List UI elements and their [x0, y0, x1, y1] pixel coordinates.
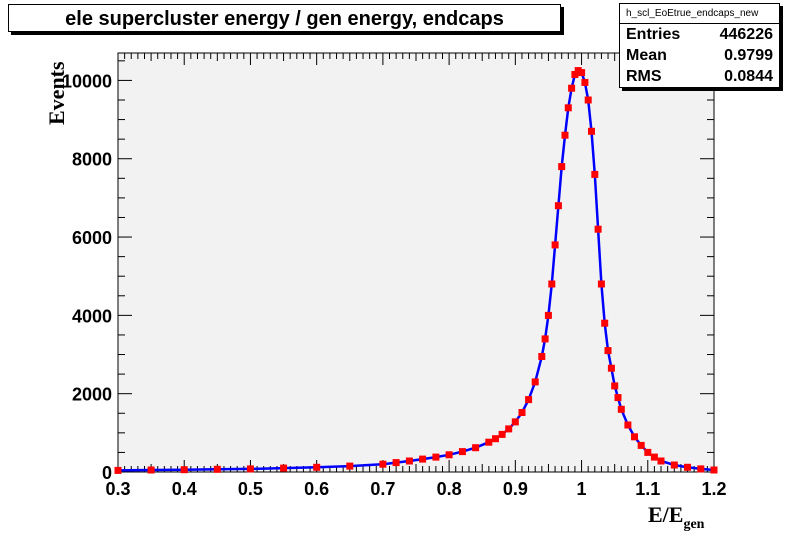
data-point-marker	[541, 335, 549, 343]
data-point-marker	[505, 425, 513, 433]
data-point-marker	[558, 163, 566, 171]
data-point-marker	[650, 453, 658, 461]
data-point-marker	[458, 448, 466, 456]
stats-mean-label: Mean	[626, 47, 667, 64]
stats-rms-label: RMS	[626, 68, 662, 85]
data-point-marker	[405, 457, 413, 465]
stats-entries-value: 446226	[719, 26, 773, 43]
data-point-marker	[710, 466, 718, 474]
data-point-marker	[538, 353, 546, 360]
data-point-marker	[392, 459, 400, 467]
data-point-marker	[617, 405, 625, 413]
stats-mean-value: 0.9799	[724, 47, 773, 64]
data-point-marker	[551, 241, 559, 249]
data-point-marker	[684, 463, 691, 471]
data-point-marker	[180, 466, 188, 474]
data-point-marker	[581, 78, 589, 86]
data-point-marker	[531, 378, 539, 386]
data-point-marker	[548, 280, 556, 288]
stats-rms-value: 0.0844	[724, 68, 773, 85]
data-point-marker	[445, 451, 453, 459]
data-point-marker	[313, 463, 321, 471]
y-tick-label: 2000	[72, 385, 112, 405]
data-point-marker	[419, 455, 427, 463]
data-point-marker	[568, 84, 576, 92]
x-tick-label: 0.6	[304, 479, 329, 499]
data-point-marker	[525, 396, 533, 404]
data-point-marker	[564, 104, 572, 112]
x-tick-label: 0.9	[503, 479, 528, 499]
data-point-marker	[280, 464, 288, 472]
data-point-marker	[511, 418, 519, 426]
x-tick-label: 1.1	[635, 479, 660, 499]
data-point-marker	[624, 421, 632, 429]
data-point-marker	[114, 466, 122, 474]
data-point-marker	[631, 433, 638, 441]
y-tick-label: 0	[102, 463, 112, 483]
data-point-marker	[607, 364, 615, 372]
y-axis-label: Events	[44, 61, 69, 125]
x-tick-label: 0.4	[172, 479, 197, 499]
data-point-marker	[594, 225, 602, 233]
x-tick-label: 0.7	[370, 479, 395, 499]
x-tick-label: 1	[577, 479, 587, 499]
data-point-marker	[637, 441, 645, 449]
data-point-marker	[561, 131, 569, 139]
data-point-marker	[147, 466, 155, 474]
data-point-marker	[492, 435, 499, 443]
data-point-marker	[518, 409, 526, 416]
stats-row-entries: Entries 446226	[620, 24, 779, 45]
data-point-marker	[498, 430, 506, 438]
x-tick-label: 0.8	[437, 479, 462, 499]
y-tick-label: 10000	[62, 71, 112, 91]
y-tick-label: 4000	[72, 306, 112, 326]
data-point-marker	[554, 202, 562, 210]
data-point-marker	[485, 438, 493, 446]
data-point-marker	[379, 460, 387, 468]
data-point-marker	[644, 448, 652, 456]
y-tick-label: 6000	[72, 228, 112, 248]
data-point-marker	[657, 457, 665, 465]
plot-area	[117, 52, 715, 473]
data-point-marker	[588, 127, 595, 135]
x-tick-label: 0.5	[238, 479, 263, 499]
chart-title: ele supercluster energy / gen energy, en…	[8, 4, 561, 32]
y-tick-label: 8000	[72, 150, 112, 170]
data-point-marker	[697, 465, 705, 473]
data-point-marker	[246, 465, 254, 473]
data-point-marker	[604, 347, 612, 355]
data-point-marker	[472, 444, 480, 452]
data-point-marker	[544, 311, 552, 319]
data-point-marker	[670, 461, 678, 469]
data-point-marker	[614, 394, 622, 402]
data-point-marker	[611, 382, 619, 390]
data-point-marker	[597, 280, 605, 288]
data-point-marker	[591, 170, 599, 178]
data-point-marker	[432, 453, 440, 461]
data-point-marker	[571, 71, 579, 78]
stats-entries-label: Entries	[626, 26, 681, 43]
series-markers	[114, 67, 718, 474]
stats-row-rms: RMS 0.0844	[620, 66, 779, 87]
x-axis-label: E/Egen	[648, 502, 705, 532]
y-axis: 0 2000 4000 6000 8000 10000	[62, 60, 714, 483]
data-point-marker	[601, 319, 609, 327]
data-point-marker	[346, 462, 354, 470]
data-point-marker	[584, 96, 592, 104]
x-tick-label: 0.3	[105, 479, 130, 499]
data-point-marker	[578, 69, 586, 77]
stats-box: h_scl_EoEtrue_endcaps_new Entries 446226…	[619, 3, 780, 88]
x-tick-label: 1.2	[701, 479, 726, 499]
stats-histogram-name: h_scl_EoEtrue_endcaps_new	[620, 4, 779, 24]
stats-row-mean: Mean 0.9799	[620, 45, 779, 66]
data-point-marker	[213, 465, 221, 473]
